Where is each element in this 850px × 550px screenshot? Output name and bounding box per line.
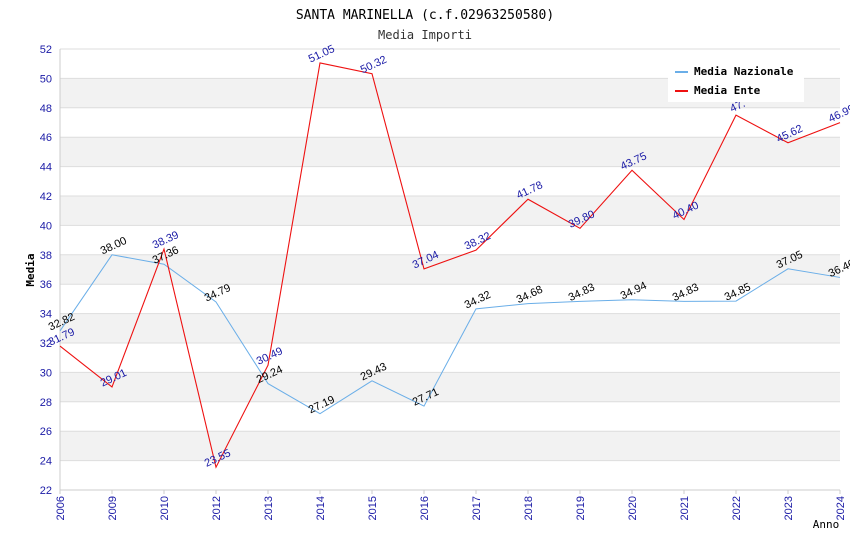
x-axis-ticks: 2006 2009 2010 2012 2013 2014 2015 2016 2017 2018… [55,490,847,520]
y-tick-label: 28 [40,397,52,409]
data-label-nazionale: 38.00 [99,235,129,258]
y-tick-label: 32 [40,338,52,350]
y-tick-label: 42 [40,191,52,203]
x-tick-label: 2006 [55,496,67,520]
data-label-ente: 50.32 [359,54,389,77]
x-tick-label: 2009 [107,496,119,520]
y-tick-label: 22 [40,485,52,497]
y-tick-label: 34 [40,309,52,321]
data-label-ente: 38.32 [463,230,493,253]
x-tick-label: 2014 [315,496,327,520]
legend-label-ente: Media Ente [694,84,761,97]
y-axis-label: Media [24,253,37,286]
data-label-ente: 30.49 [255,345,285,368]
y-tick-label: 44 [40,162,52,174]
chart-title: SANTA MARINELLA (c.f.02963250580) [296,8,554,23]
grid-lines [60,48,840,491]
y-tick-label: 40 [40,220,52,232]
y-tick-label: 48 [40,103,52,115]
data-label-ente: 47. [728,98,747,115]
x-tick-label: 2015 [367,496,379,520]
series-line-ente [59,62,841,469]
data-label-nazionale: 34.83 [671,281,701,304]
legend-label-nazionale: Media Nazionale [694,65,794,78]
x-tick-label: 2019 [575,496,587,520]
series-lines [59,62,841,469]
y-tick-label: 24 [40,456,52,468]
y-axis-ticks: 22 24 26 28 30 32 34 36 38 40 42 44 46 48 50 52 [40,44,52,497]
x-tick-label: 2016 [419,496,431,520]
y-tick-label: 26 [40,426,52,438]
chart-subtitle: Media Importi [378,28,472,42]
grid-band [60,372,840,402]
x-tick-label: 2022 [731,496,743,520]
grid-bands [60,78,840,461]
data-label-nazionale: 34.79 [203,282,233,305]
x-tick-label: 2012 [211,496,223,520]
y-tick-label: 46 [40,132,52,144]
x-tick-label: 2017 [471,496,483,520]
grid-band [60,313,840,343]
grid-band [60,431,840,461]
x-tick-label: 2023 [783,496,795,520]
grid-band [60,196,840,226]
y-tick-label: 36 [40,279,52,291]
y-tick-label: 52 [40,44,52,56]
y-tick-label: 50 [40,73,52,85]
x-tick-label: 2013 [263,496,275,520]
series-line-nazionale [59,254,841,415]
legend: Media Nazionale Media Ente [668,60,804,102]
x-tick-label: 2020 [627,496,639,520]
y-tick-label: 38 [40,250,52,262]
x-tick-label: 2024 [835,496,847,520]
data-label-ente: 51.05 [307,43,337,66]
x-tick-label: 2021 [679,496,691,520]
x-tick-label: 2010 [159,496,171,520]
x-tick-label: 2018 [523,496,535,520]
legend-box [668,60,804,102]
grid-band [60,137,840,167]
x-axis-label: Anno [813,518,840,531]
y-tick-label: 30 [40,367,52,379]
